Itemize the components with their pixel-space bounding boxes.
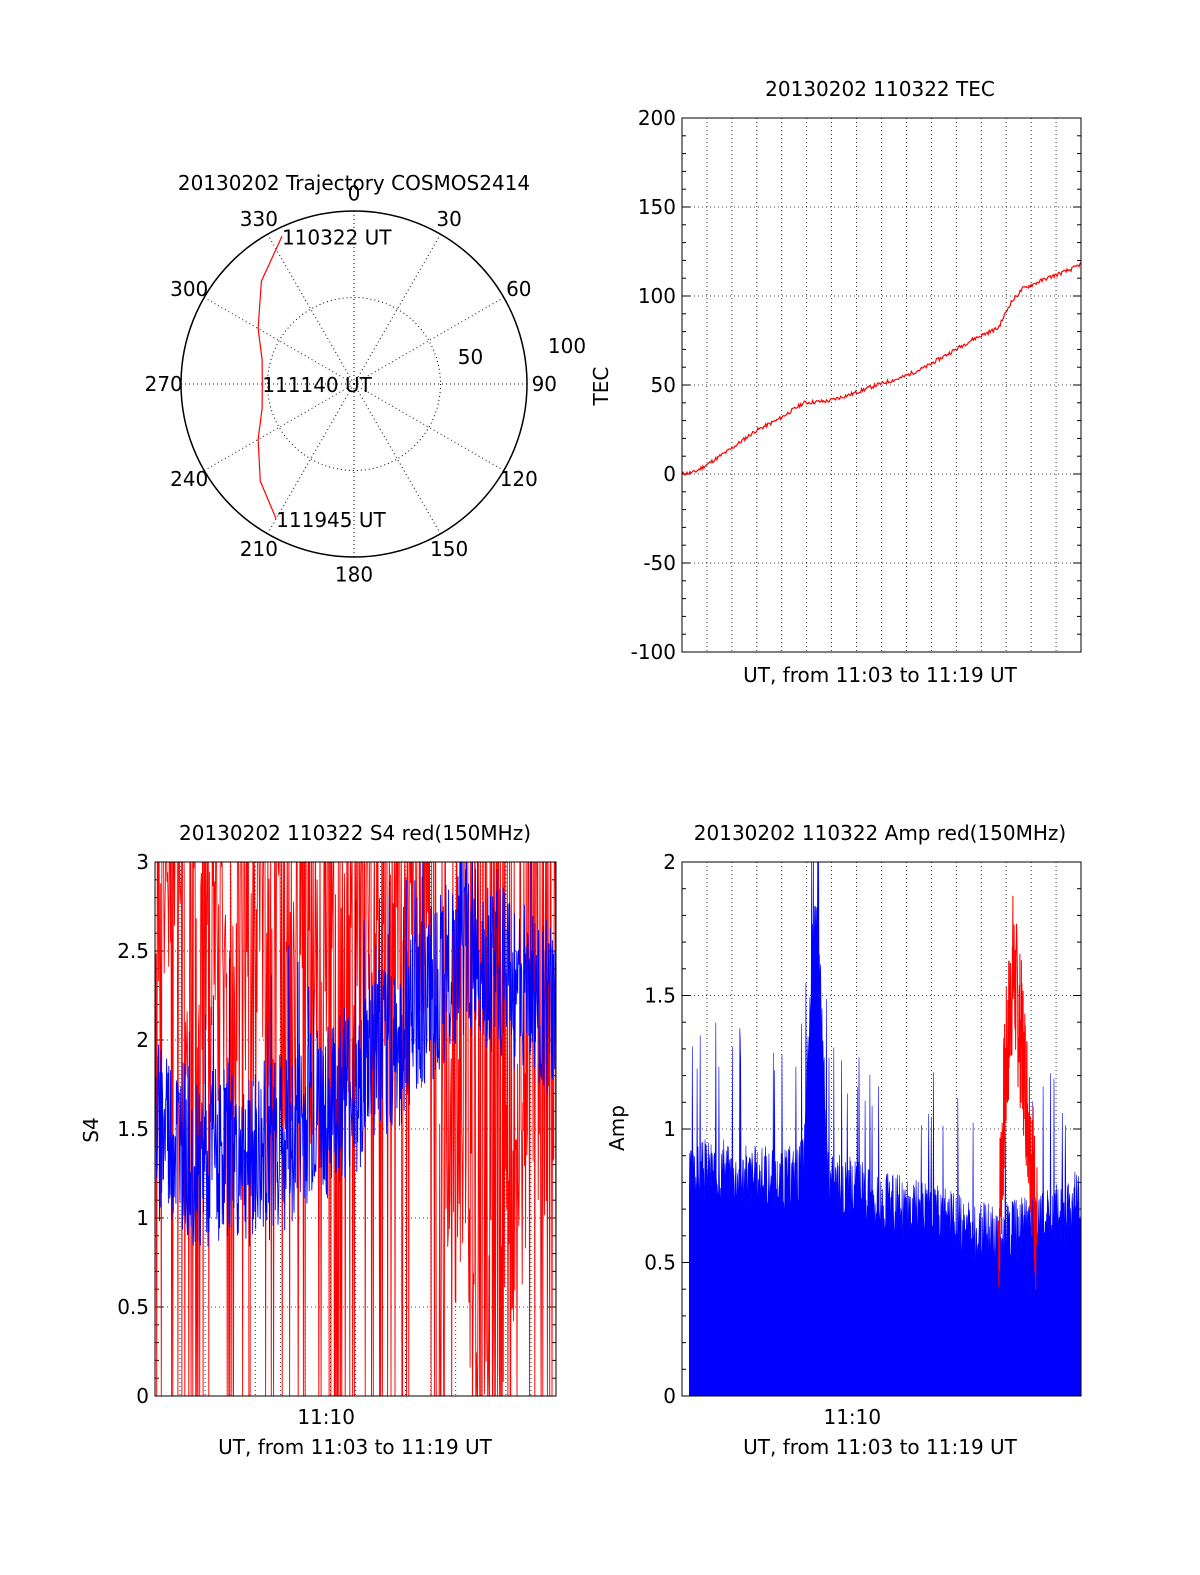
- y-tick-label: 50: [651, 373, 676, 397]
- polar-radius-label: 100: [548, 334, 586, 358]
- tec-title: 20130202 110322 TEC: [765, 77, 995, 101]
- y-tick-label: 2.5: [117, 939, 149, 963]
- y-tick-label: 1: [136, 1206, 149, 1230]
- tec-line: [682, 262, 1081, 476]
- plot-area: [682, 262, 1081, 476]
- amp-plot: 20130202 110322 Amp red(150MHz) UT, from…: [605, 821, 1082, 1459]
- polar-angle-label: 150: [430, 537, 468, 561]
- polar-spoke: [267, 383, 355, 535]
- y-tick-label: 0: [663, 462, 676, 486]
- tec-plot: 20130202 110322 TEC UT, from 11:03 to 11…: [589, 77, 1082, 687]
- s4-plot: 20130202 110322 S4 red(150MHz) UT, from …: [79, 821, 557, 1459]
- polar-spoke: [353, 297, 505, 385]
- y-tick-label: -50: [643, 551, 676, 575]
- y-tick-label: 0: [663, 1384, 676, 1408]
- polar-angle-label: 240: [170, 467, 208, 491]
- s4-title: 20130202 110322 S4 red(150MHz): [179, 821, 531, 845]
- polar-title: 20130202 Trajectory COSMOS2414: [178, 171, 530, 195]
- plot-frame: [681, 861, 1082, 1397]
- y-tick-label: 0.5: [117, 1295, 149, 1319]
- tec-ylabel: TEC: [589, 367, 613, 407]
- polar-angle-label: 0: [348, 182, 361, 206]
- y-tick-label: 0: [136, 1384, 149, 1408]
- y-tick-label: -100: [631, 640, 676, 664]
- y-tick-label: 200: [638, 106, 676, 130]
- s4-blue-line: [155, 862, 556, 1247]
- y-tick-label: 2: [663, 850, 676, 874]
- y-tick-label: 1.5: [644, 984, 676, 1008]
- trajectory-time-label: 111945 UT: [276, 508, 386, 532]
- plot-frame: [681, 117, 1082, 653]
- polar-spoke: [203, 383, 355, 471]
- y-tick-label: 0.5: [644, 1251, 676, 1275]
- s4-xlabel: UT, from 11:03 to 11:19 UT: [218, 1435, 493, 1459]
- amp-blue-area: [689, 862, 1081, 1396]
- polar-angle-label: 300: [170, 277, 208, 301]
- amp-title: 20130202 110322 Amp red(150MHz): [694, 821, 1066, 845]
- polar-radius-label: 50: [458, 345, 483, 369]
- y-tick-label: 3: [136, 850, 149, 874]
- y-tick-label: 100: [638, 284, 676, 308]
- plot-frame: [154, 861, 557, 1397]
- polar-angle-label: 210: [240, 537, 278, 561]
- y-tick-label: 1.5: [117, 1117, 149, 1141]
- polar-angle-label: 120: [500, 467, 538, 491]
- polar-angle-label: 90: [532, 372, 557, 396]
- amp-xlabel: UT, from 11:03 to 11:19 UT: [743, 1435, 1018, 1459]
- plot-area: [689, 862, 1081, 1396]
- polar-angle-label: 60: [506, 277, 531, 301]
- polar-spoke: [203, 297, 355, 385]
- polar-angle-label: 270: [145, 372, 183, 396]
- polar-spoke: [353, 383, 505, 471]
- polar-spoke: [353, 233, 441, 385]
- plot-area: [155, 862, 556, 1396]
- trajectory-line: [257, 236, 283, 520]
- polar-spoke: [267, 233, 355, 385]
- trajectory-time-label: 111140 UT: [262, 373, 372, 397]
- polar-trajectory-plot: 20130202 Trajectory COSMOS2414 0 30 60 90 12…: [145, 171, 586, 586]
- polar-angle-label: 180: [335, 562, 373, 586]
- y-tick-label: 1: [663, 1117, 676, 1141]
- x-tick-label: 11:10: [297, 1405, 355, 1429]
- polar-angle-label: 30: [436, 207, 461, 231]
- polar-angle-label: 330: [240, 207, 278, 231]
- amp-ylabel: Amp: [605, 1105, 629, 1151]
- y-tick-label: 2: [136, 1028, 149, 1052]
- y-tick-label: 150: [638, 195, 676, 219]
- amp-red-line: [997, 895, 1038, 1290]
- x-tick-label: 11:10: [823, 1405, 881, 1429]
- polar-inner-circle: [267, 297, 441, 471]
- tec-xlabel: UT, from 11:03 to 11:19 UT: [743, 663, 1018, 687]
- polar-spoke: [353, 383, 441, 535]
- trajectory-time-label: 110322 UT: [282, 225, 392, 249]
- s4-ylabel: S4: [79, 1117, 103, 1142]
